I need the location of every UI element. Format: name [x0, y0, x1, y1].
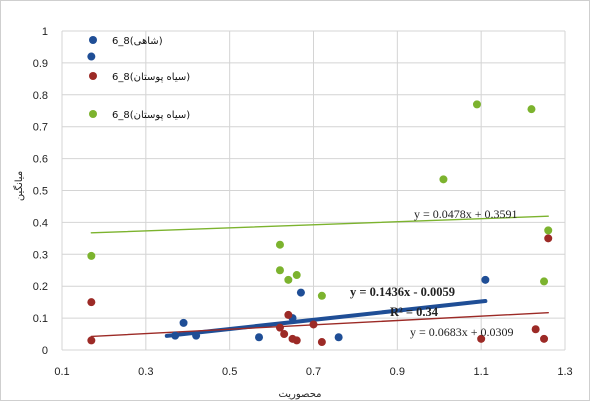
y-tick-label: 0.2 [33, 281, 48, 293]
x-tick-label: 1.3 [557, 366, 572, 378]
point-series-3 [527, 105, 536, 114]
x-axis-label: محصوريت [278, 389, 321, 400]
point-series-1 [171, 331, 180, 340]
point-series-3 [317, 291, 326, 300]
point-series-3 [275, 266, 284, 275]
trend-line-series-2 [90, 311, 549, 338]
point-series-3 [439, 175, 448, 184]
y-tick-label: 1 [42, 26, 48, 38]
y-tick-label: 0 [42, 345, 48, 357]
trend-line-series-3 [90, 215, 549, 234]
trend-labels: y = 0.0478x + 0.3591 y = 0.1436x - 0.0059… [350, 207, 518, 339]
legend-marker-3 [89, 110, 97, 118]
trend-equation-2: y = 0.1436x - 0.0059 [350, 285, 455, 299]
point-series-2 [317, 338, 326, 347]
point-series-2 [477, 334, 486, 343]
point-series-2 [531, 325, 540, 334]
axis-ticks: 0 0.1 0.2 0.3 0.4 0.5 0.6 0.7 0.8 0.9 1 0.1 0.3 0.5 0.… [33, 26, 573, 378]
trend-equation-1: y = 0.0478x + 0.3591 [414, 207, 518, 221]
point-series-2 [275, 323, 284, 332]
point-series-2 [540, 334, 549, 343]
point-series-3 [284, 275, 293, 284]
y-tick-label: 0.6 [33, 154, 48, 166]
y-tick-label: 0.3 [33, 249, 48, 261]
y-tick-label: 0.1 [33, 313, 48, 325]
point-series-2 [544, 234, 553, 243]
point-series-3 [540, 277, 549, 286]
legend-entry-3: 6_8(سیاه پوستان) [112, 110, 190, 121]
point-series-2 [309, 320, 318, 329]
point-series-1 [255, 333, 264, 342]
data-points [87, 52, 553, 347]
y-tick-label: 0.5 [33, 186, 48, 198]
y-tick-label: 0.8 [33, 90, 48, 102]
y-tick-label: 0.4 [33, 217, 48, 229]
x-tick-label: 0.7 [306, 366, 321, 378]
y-axis-label: ميانگين [13, 171, 25, 201]
trend-equation-4: y = 0.0683x + 0.0309 [410, 325, 514, 339]
x-tick-label: 0.3 [138, 366, 153, 378]
x-tick-label: 1.1 [474, 366, 489, 378]
grid-lines [61, 30, 566, 351]
point-series-3 [544, 226, 553, 235]
point-series-1 [192, 331, 201, 340]
point-series-2 [87, 298, 96, 307]
point-series-1 [334, 333, 343, 342]
x-tick-label: 0.5 [222, 366, 237, 378]
point-series-2 [280, 330, 289, 339]
y-tick-label: 0.7 [33, 122, 48, 134]
trend-lines [90, 215, 549, 338]
x-tick-label: 0.9 [390, 366, 405, 378]
point-series-1 [87, 52, 96, 61]
y-tick-label: 0.9 [33, 58, 48, 70]
point-series-2 [284, 310, 293, 319]
point-series-3 [472, 100, 481, 109]
legend-marker-1 [89, 36, 97, 44]
trend-equation-3: R² = 0.34 [390, 305, 439, 319]
point-series-1 [481, 275, 490, 284]
point-series-2 [87, 336, 96, 345]
point-series-3 [275, 240, 284, 249]
legend-entry-1: 6_8(شاهی) [112, 36, 163, 47]
point-series-3 [87, 251, 96, 260]
point-series-2 [292, 336, 301, 345]
legend-entry-2: 6_8(سیاه پوستان) [112, 72, 190, 83]
x-tick-label: 0.1 [54, 366, 69, 378]
point-series-1 [296, 288, 305, 297]
legend: 6_8(شاهی) 6_8(سیاه پوستان) 6_8(سیاه پوستان… [89, 36, 190, 121]
legend-marker-2 [89, 72, 97, 80]
point-series-1 [179, 318, 188, 327]
point-series-3 [292, 271, 301, 280]
